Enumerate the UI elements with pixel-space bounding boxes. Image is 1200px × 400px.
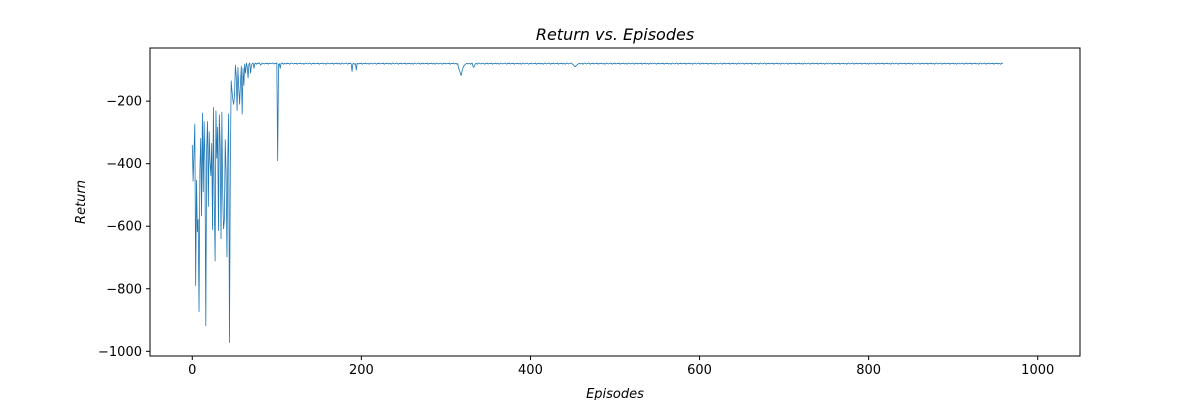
- x-tick-label: 600: [687, 363, 712, 378]
- x-tick-label: 200: [349, 363, 374, 378]
- x-axis-label: Episodes: [586, 387, 644, 400]
- series-layer: [191, 62, 1004, 343]
- x-tick-label: 0: [188, 363, 196, 378]
- y-tick-label: −600: [106, 220, 142, 235]
- x-tick-label: 400: [518, 363, 543, 378]
- y-tick-label: −400: [106, 157, 142, 172]
- x-tick-label: 1000: [1021, 363, 1054, 378]
- x-tick-label: 800: [856, 363, 881, 378]
- x-axis-ticks: 0 200 400 600 800 1000: [188, 356, 1054, 378]
- y-tick-label: −800: [106, 282, 142, 297]
- y-axis-label: Return: [74, 180, 89, 224]
- y-axis-ticks: −200 −400 −600 −800 −1000: [98, 95, 150, 360]
- y-tick-label: −1000: [98, 345, 142, 360]
- plot-frame: [149, 47, 1081, 357]
- chart-title: Return vs. Episodes: [536, 25, 694, 44]
- return-series-line: [191, 62, 1004, 343]
- y-tick-label: −200: [106, 95, 142, 110]
